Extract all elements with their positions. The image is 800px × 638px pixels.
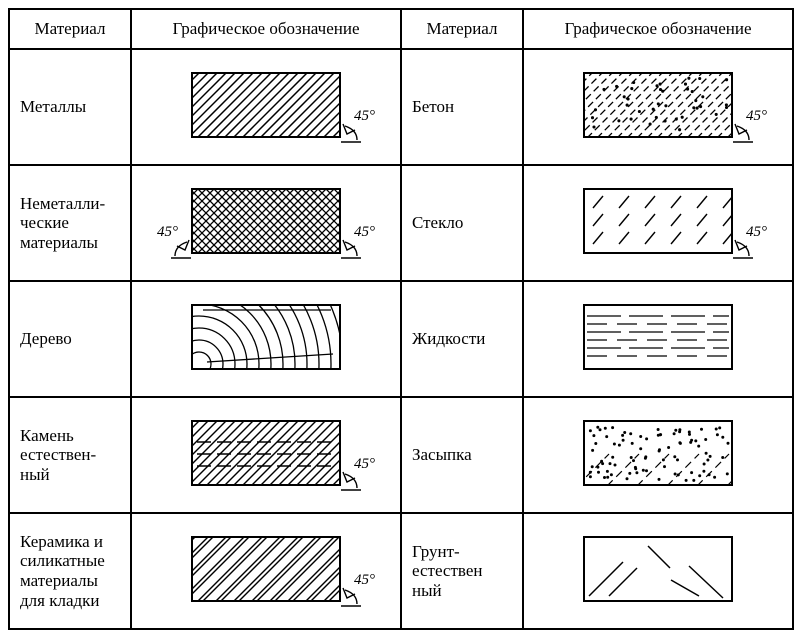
hatch-soil xyxy=(583,536,733,602)
material-name: Бетон xyxy=(401,49,523,165)
hatch-liquid xyxy=(583,304,733,370)
angle-label: 45° xyxy=(354,572,375,589)
hatch-cell xyxy=(523,397,793,513)
hatch-cell: 45° 45° xyxy=(131,165,401,281)
material-name: Неметалли-ческие материалы xyxy=(9,165,131,281)
angle-label: 45° xyxy=(354,456,375,473)
hatch-ceramic xyxy=(191,536,341,602)
table-row: Неметалли-ческие материалы 45° 45° Стекло… xyxy=(9,165,793,281)
swatch-wrap: 45° xyxy=(583,72,733,138)
hatch-cell xyxy=(523,513,793,629)
hatch-cell xyxy=(131,281,401,397)
materials-hatch-table: Материал Графическое обозначение Материа… xyxy=(8,8,794,630)
hatch-cell xyxy=(523,281,793,397)
hatch-fill xyxy=(583,420,733,486)
swatch-wrap xyxy=(583,304,733,370)
hatch-glass xyxy=(583,188,733,254)
hatch-metal xyxy=(191,72,341,138)
hatch-cell: 45° xyxy=(131,49,401,165)
material-name: Металлы xyxy=(9,49,131,165)
swatch-wrap: 45° 45° xyxy=(191,188,341,254)
swatch-wrap xyxy=(583,536,733,602)
swatch-wrap xyxy=(583,420,733,486)
hatch-stone xyxy=(191,420,341,486)
material-name: Керамика и силикатные материалы для клад… xyxy=(9,513,131,629)
swatch-wrap: 45° xyxy=(583,188,733,254)
swatch-wrap: 45° xyxy=(191,420,341,486)
col-header: Графическое обозначение xyxy=(131,9,401,49)
material-name: Грунт-естествен ный xyxy=(401,513,523,629)
material-name: Камень естествен-ный xyxy=(9,397,131,513)
angle-label: 45° xyxy=(354,224,375,241)
material-name: Дерево xyxy=(9,281,131,397)
col-header: Материал xyxy=(9,9,131,49)
angle-label: 45° xyxy=(746,108,767,125)
angle-label: 45° xyxy=(746,224,767,241)
hatch-concrete xyxy=(583,72,733,138)
table-row: Керамика и силикатные материалы для клад… xyxy=(9,513,793,629)
hatch-cell: 45° xyxy=(523,49,793,165)
hatch-cell: 45° xyxy=(523,165,793,281)
material-name: Жидкости xyxy=(401,281,523,397)
hatch-cell: 45° xyxy=(131,513,401,629)
swatch-wrap: 45° xyxy=(191,72,341,138)
hatch-cell: 45° xyxy=(131,397,401,513)
col-header: Графическое обозначение xyxy=(523,9,793,49)
angle-label: 45° xyxy=(157,224,178,241)
table-row: Металлы 45° Бетон 45° xyxy=(9,49,793,165)
col-header: Материал xyxy=(401,9,523,49)
table-row: Дерево Жидкости xyxy=(9,281,793,397)
material-name: Стекло xyxy=(401,165,523,281)
material-name: Засыпка xyxy=(401,397,523,513)
table-row: Камень естествен-ный 45° Засыпка xyxy=(9,397,793,513)
hatch-nonmetal xyxy=(191,188,341,254)
angle-label: 45° xyxy=(354,108,375,125)
hatch-wood xyxy=(191,304,341,370)
table-header-row: Материал Графическое обозначение Материа… xyxy=(9,9,793,49)
swatch-wrap: 45° xyxy=(191,536,341,602)
swatch-wrap xyxy=(191,304,341,370)
